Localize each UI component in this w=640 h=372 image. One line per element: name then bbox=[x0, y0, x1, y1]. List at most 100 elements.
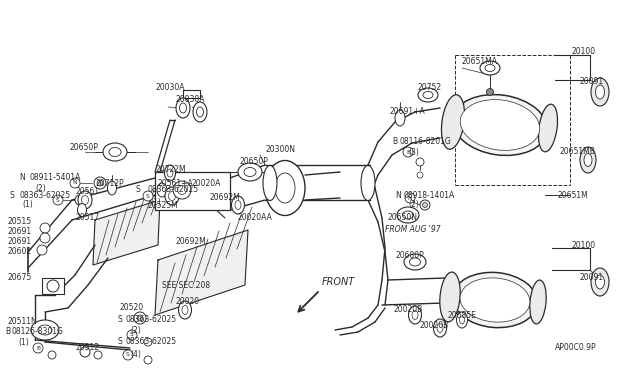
Text: 20020AA: 20020AA bbox=[238, 214, 273, 222]
Ellipse shape bbox=[397, 207, 419, 223]
Text: 20722M: 20722M bbox=[155, 166, 186, 174]
Ellipse shape bbox=[196, 107, 204, 117]
Text: 20091: 20091 bbox=[580, 77, 604, 87]
Circle shape bbox=[417, 172, 423, 178]
Text: 20520: 20520 bbox=[120, 304, 144, 312]
Circle shape bbox=[80, 347, 90, 357]
Polygon shape bbox=[155, 230, 248, 315]
Text: FRONT: FRONT bbox=[322, 277, 355, 287]
Text: S: S bbox=[10, 190, 14, 199]
Ellipse shape bbox=[456, 312, 467, 328]
Bar bbox=[155, 172, 230, 210]
Text: AP00C0.9P: AP00C0.9P bbox=[555, 343, 596, 353]
Ellipse shape bbox=[179, 103, 186, 113]
Text: N: N bbox=[395, 190, 401, 199]
Circle shape bbox=[123, 350, 133, 360]
Text: 20712P: 20712P bbox=[95, 179, 124, 187]
Text: 08126-8301G: 08126-8301G bbox=[12, 327, 64, 337]
Text: 20512: 20512 bbox=[75, 343, 99, 353]
Text: 20517: 20517 bbox=[75, 214, 99, 222]
Text: N: N bbox=[73, 180, 77, 186]
Circle shape bbox=[47, 280, 59, 292]
Circle shape bbox=[177, 186, 186, 195]
Ellipse shape bbox=[361, 166, 375, 201]
Ellipse shape bbox=[418, 88, 438, 102]
Ellipse shape bbox=[38, 325, 52, 335]
Ellipse shape bbox=[168, 192, 175, 201]
Text: 20685E: 20685E bbox=[448, 311, 477, 320]
Ellipse shape bbox=[263, 166, 277, 201]
Ellipse shape bbox=[395, 110, 405, 126]
Ellipse shape bbox=[452, 94, 547, 155]
Ellipse shape bbox=[460, 278, 530, 322]
Text: B: B bbox=[406, 150, 410, 154]
Circle shape bbox=[94, 177, 106, 189]
Circle shape bbox=[75, 195, 85, 205]
Text: B: B bbox=[36, 346, 40, 350]
Ellipse shape bbox=[410, 258, 420, 266]
Circle shape bbox=[134, 312, 146, 324]
Ellipse shape bbox=[182, 305, 188, 314]
Text: 08918-1401A: 08918-1401A bbox=[403, 190, 454, 199]
Ellipse shape bbox=[440, 272, 460, 322]
Text: N: N bbox=[19, 173, 25, 183]
Text: 20030A: 20030A bbox=[175, 96, 205, 105]
Text: (4): (4) bbox=[130, 350, 141, 359]
Ellipse shape bbox=[176, 98, 190, 118]
Text: (1): (1) bbox=[150, 198, 161, 206]
Text: 20651MA: 20651MA bbox=[462, 58, 498, 67]
Text: 20650N: 20650N bbox=[388, 214, 418, 222]
Ellipse shape bbox=[412, 311, 418, 320]
Circle shape bbox=[137, 315, 143, 321]
Text: 20561+A: 20561+A bbox=[158, 179, 194, 187]
Text: 20680P: 20680P bbox=[395, 250, 424, 260]
Text: 20752: 20752 bbox=[418, 83, 442, 93]
Text: (3): (3) bbox=[408, 148, 419, 157]
Text: 20100: 20100 bbox=[572, 241, 596, 250]
Text: 20691+A: 20691+A bbox=[390, 108, 426, 116]
Text: (1): (1) bbox=[18, 337, 29, 346]
Ellipse shape bbox=[179, 301, 191, 319]
Ellipse shape bbox=[460, 316, 465, 324]
Ellipse shape bbox=[538, 104, 557, 152]
Ellipse shape bbox=[167, 169, 173, 177]
Text: (2): (2) bbox=[408, 201, 419, 209]
Text: 20691: 20691 bbox=[8, 237, 32, 247]
Circle shape bbox=[37, 245, 47, 255]
Polygon shape bbox=[93, 200, 160, 265]
Circle shape bbox=[97, 180, 103, 186]
Text: 20525M: 20525M bbox=[148, 201, 179, 209]
Text: B: B bbox=[392, 138, 397, 147]
Ellipse shape bbox=[275, 173, 295, 203]
Circle shape bbox=[53, 195, 63, 205]
Ellipse shape bbox=[31, 320, 59, 340]
Circle shape bbox=[422, 202, 428, 208]
Text: 20650P: 20650P bbox=[240, 157, 269, 167]
Text: N: N bbox=[408, 196, 412, 201]
Ellipse shape bbox=[591, 78, 609, 106]
Text: (2): (2) bbox=[35, 183, 45, 192]
Text: 08363-62025: 08363-62025 bbox=[20, 190, 71, 199]
Text: 20030A: 20030A bbox=[155, 83, 184, 93]
Circle shape bbox=[48, 351, 56, 359]
Ellipse shape bbox=[109, 148, 121, 157]
Text: 20651MB: 20651MB bbox=[560, 148, 596, 157]
Ellipse shape bbox=[232, 196, 244, 214]
Text: (1): (1) bbox=[22, 201, 33, 209]
Text: 20020: 20020 bbox=[175, 298, 199, 307]
Text: B: B bbox=[5, 327, 10, 337]
Circle shape bbox=[127, 330, 137, 340]
Text: 08363-62025: 08363-62025 bbox=[126, 315, 177, 324]
Circle shape bbox=[70, 178, 80, 188]
Bar bbox=[42, 278, 64, 294]
Ellipse shape bbox=[103, 143, 127, 161]
Ellipse shape bbox=[403, 211, 413, 219]
Ellipse shape bbox=[442, 95, 465, 149]
Ellipse shape bbox=[595, 275, 605, 289]
Ellipse shape bbox=[480, 61, 500, 75]
Ellipse shape bbox=[460, 100, 540, 150]
Text: S: S bbox=[146, 193, 150, 199]
Ellipse shape bbox=[165, 187, 179, 205]
Text: S: S bbox=[118, 337, 123, 346]
Circle shape bbox=[94, 351, 102, 359]
